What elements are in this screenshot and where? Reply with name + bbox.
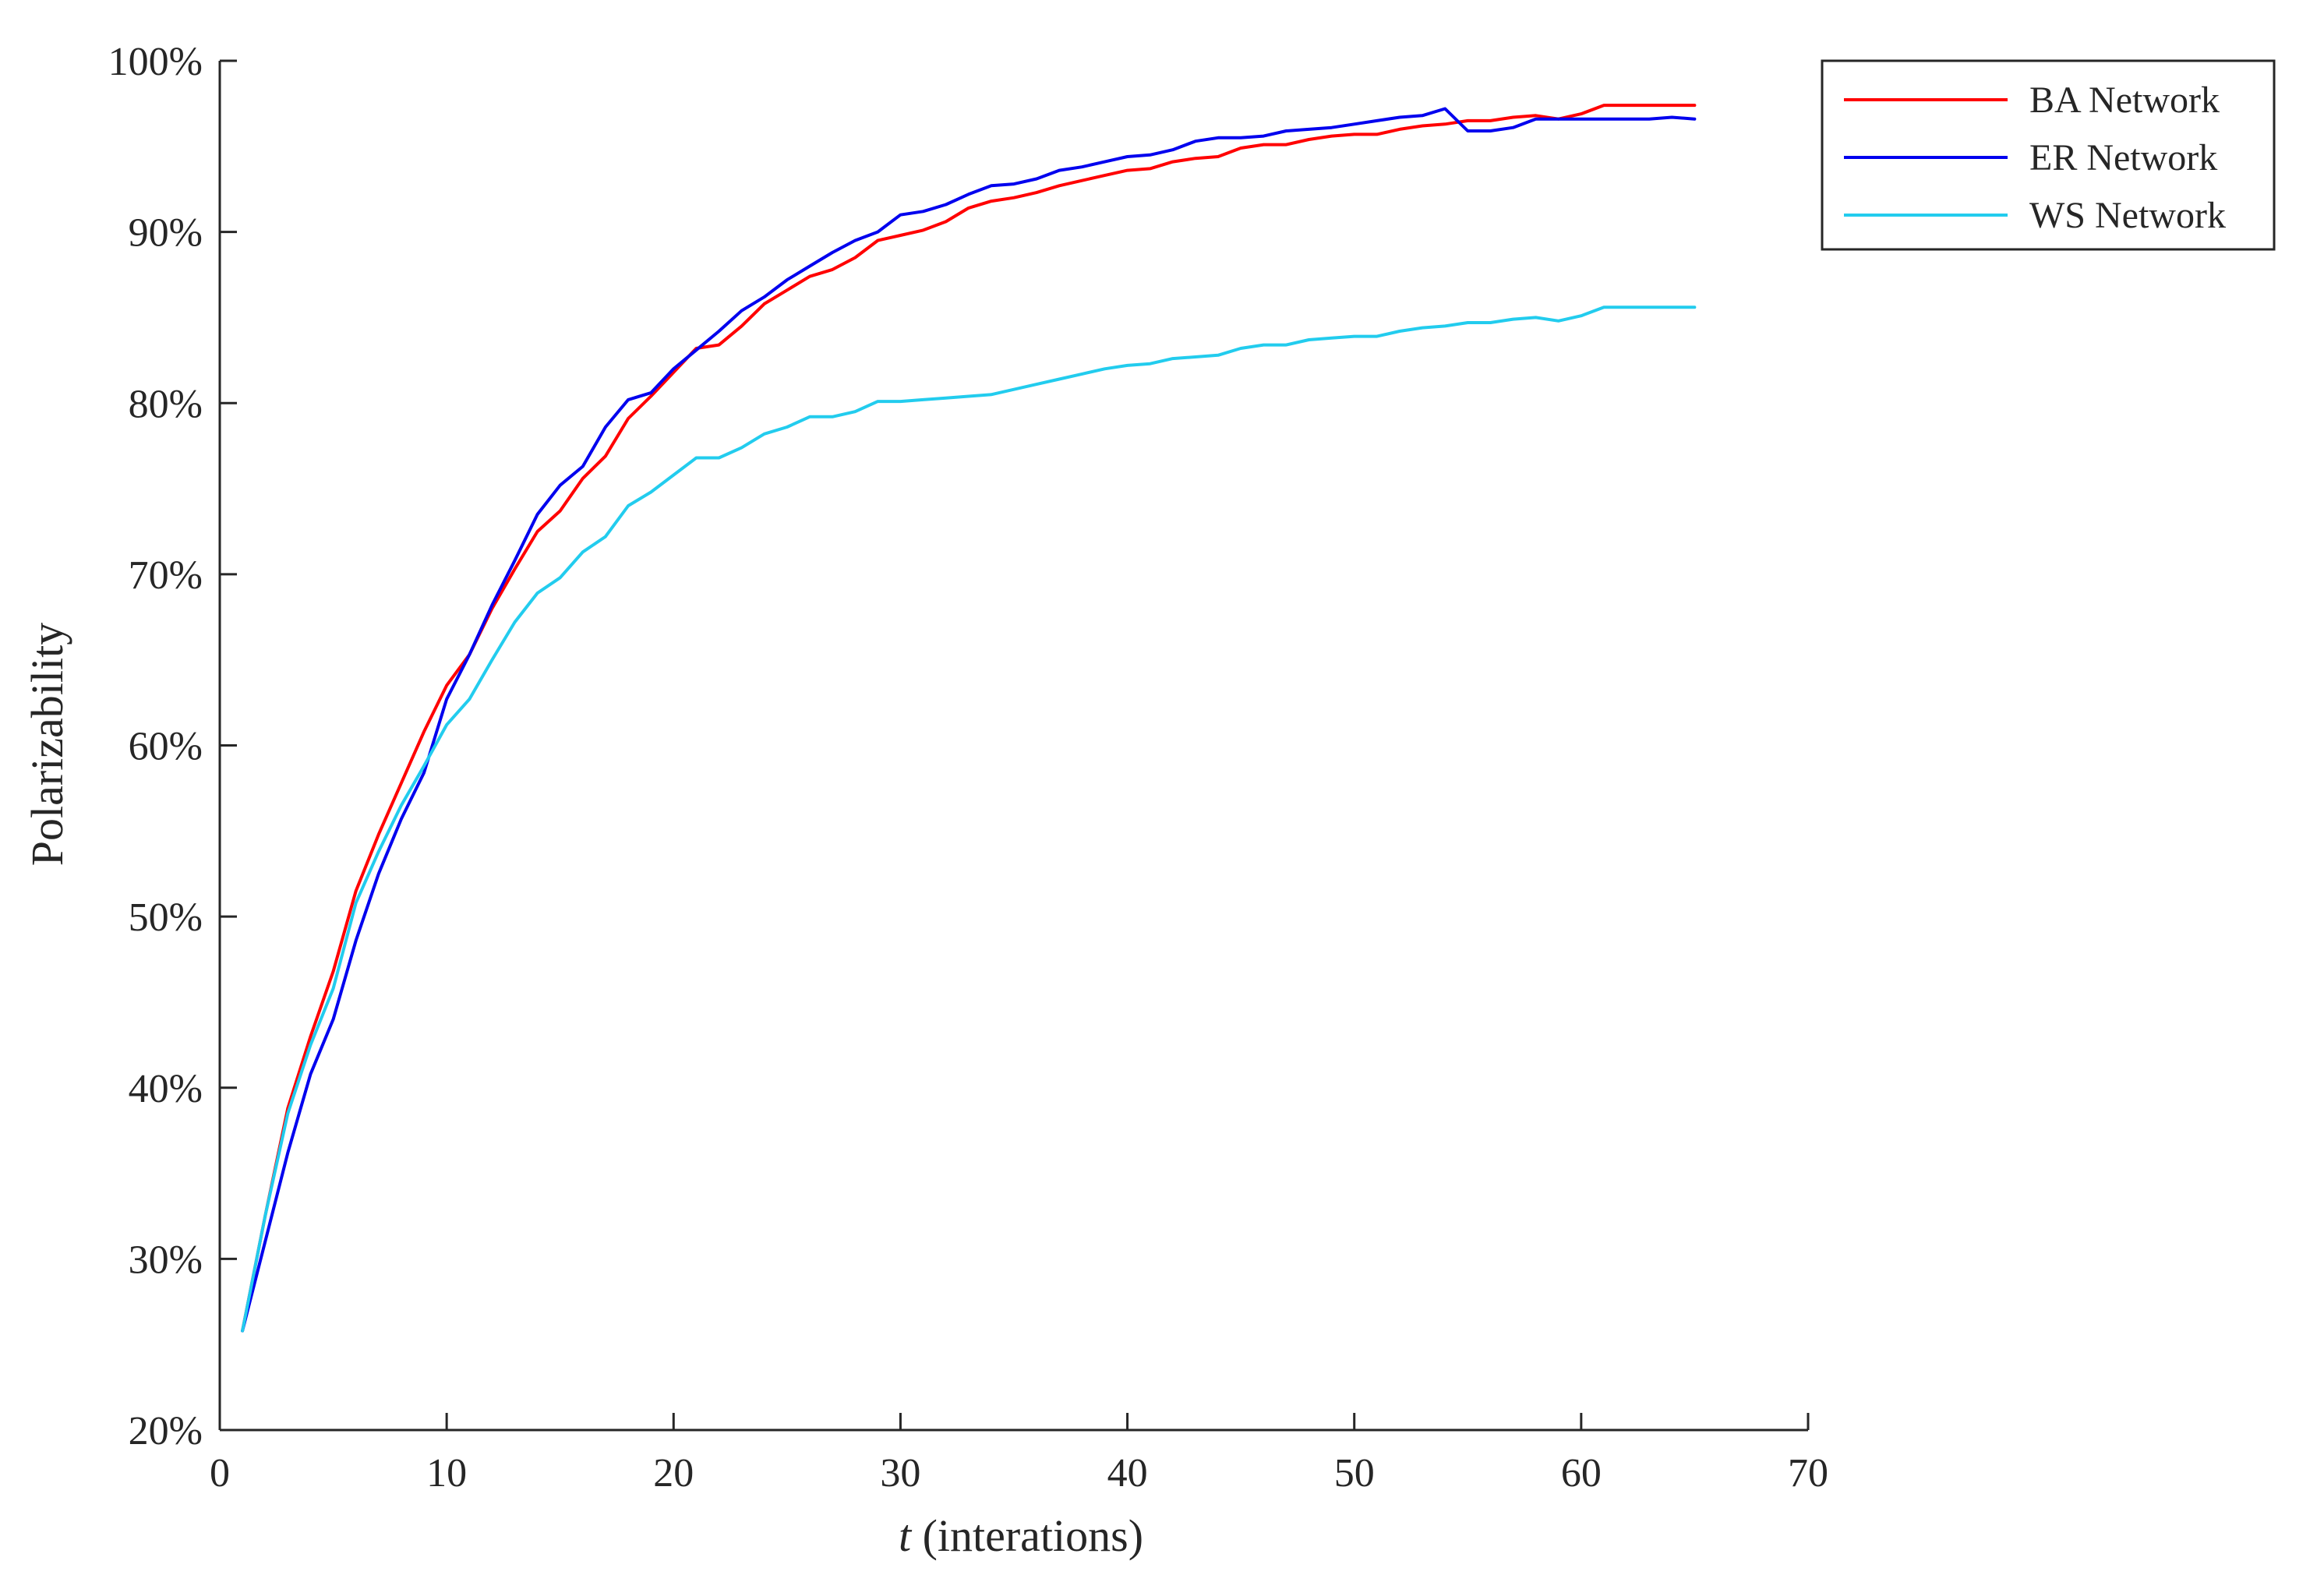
series-line-3 <box>241 305 1697 1333</box>
series-layer <box>241 104 1697 1333</box>
y-tick-label: 30% <box>129 1238 203 1282</box>
legend: BA Network ER Network WS Network <box>1821 59 2276 251</box>
y-tick-label: 50% <box>129 895 203 940</box>
legend-box <box>1821 59 2276 251</box>
x-tick-label: 20 <box>653 1451 694 1495</box>
legend-label-2: ER Network <box>2029 137 2217 178</box>
y-axis-label: Polarizability <box>22 623 72 867</box>
y-tick-label: 60% <box>129 725 203 769</box>
x-tick-label: 40 <box>1107 1451 1148 1495</box>
y-tick-label: 70% <box>129 553 203 598</box>
y-tick-label: 90% <box>129 211 203 256</box>
y-tick-label: 40% <box>129 1067 203 1111</box>
x-tick-label: 60 <box>1561 1451 1602 1495</box>
y-tick-label: 80% <box>129 382 203 426</box>
ticks-layer: 0 10 20 30 40 50 60 70 20% 30% 40% 50% 60% 70% 80% 90% 1… <box>108 40 1828 1495</box>
series-line-2 <box>241 107 1697 1333</box>
x-tick-label: 50 <box>1334 1451 1375 1495</box>
y-tick-label: 20% <box>129 1409 203 1453</box>
x-tick-label: 70 <box>1788 1451 1828 1495</box>
legend-label-3: WS Network <box>2029 195 2226 236</box>
x-axis-label: t (interations) <box>899 1510 1143 1561</box>
y-tick-label: 100% <box>108 40 203 84</box>
legend-label-1: BA Network <box>2029 79 2220 121</box>
x-tick-label: 30 <box>880 1451 920 1495</box>
x-tick-label: 0 <box>210 1451 230 1495</box>
x-tick-label: 10 <box>426 1451 467 1495</box>
